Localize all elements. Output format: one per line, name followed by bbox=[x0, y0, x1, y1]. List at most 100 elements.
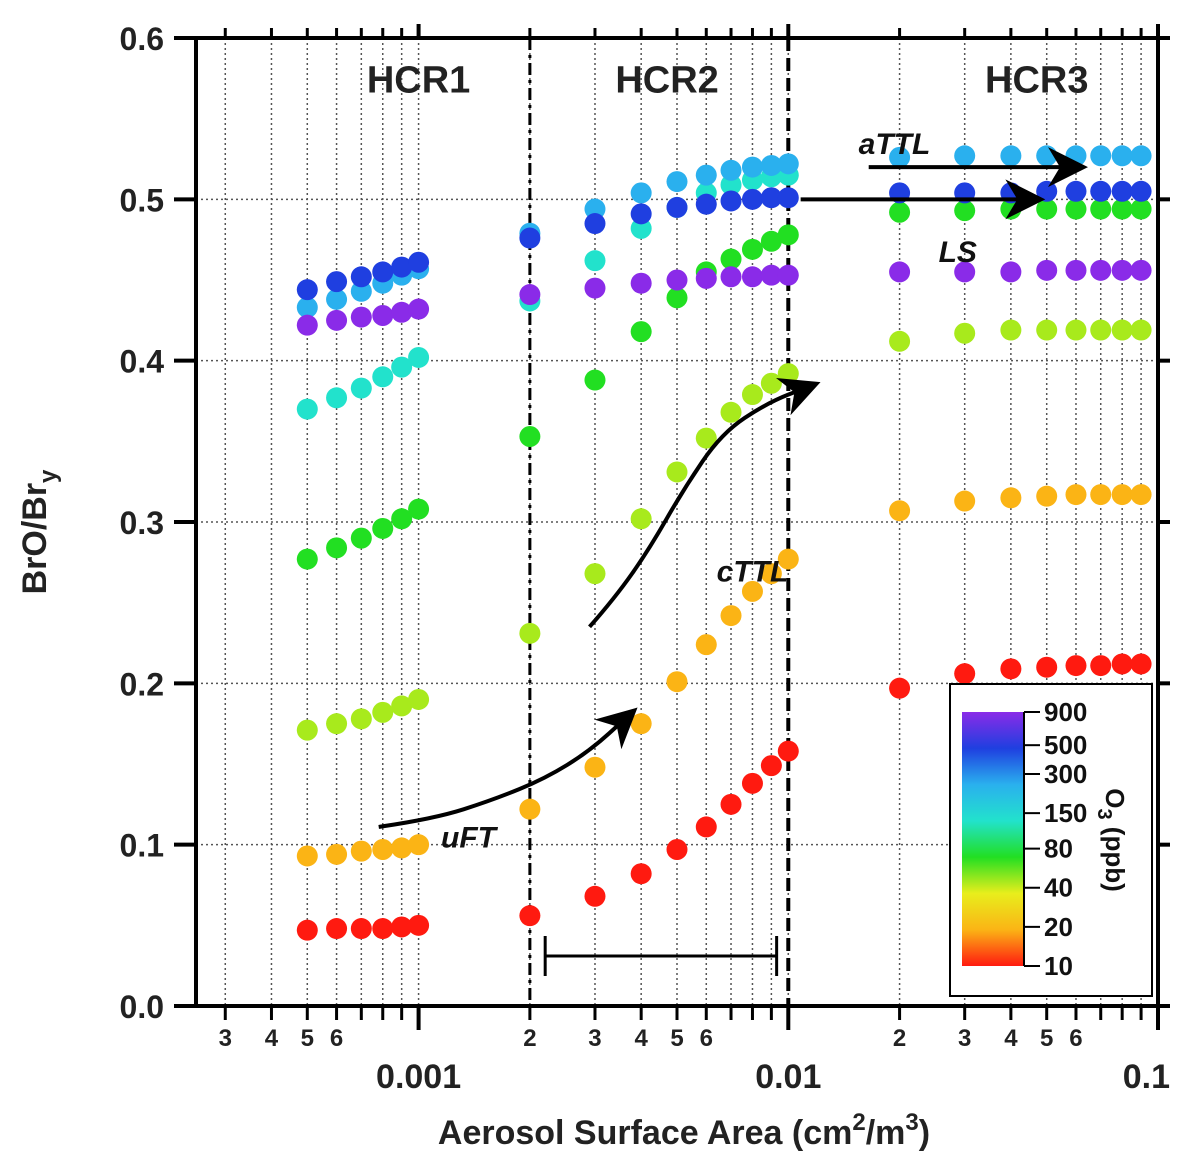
data-point-o3-10 bbox=[391, 916, 413, 938]
data-point-o3-300 bbox=[1090, 145, 1112, 167]
data-point-o3-10 bbox=[695, 816, 717, 838]
data-point-o3-40 bbox=[1130, 319, 1152, 341]
data-point-o3-40 bbox=[519, 622, 541, 644]
data-point-o3-40 bbox=[296, 719, 318, 741]
data-point-o3-80 bbox=[296, 548, 318, 570]
data-point-o3-10 bbox=[1000, 658, 1022, 680]
data-point-o3-40 bbox=[1111, 319, 1133, 341]
data-point-o3-40 bbox=[777, 363, 799, 385]
colorbar-tick-label: 20 bbox=[1044, 912, 1073, 942]
data-point-o3-20 bbox=[1065, 484, 1087, 506]
data-point-o3-80 bbox=[326, 537, 348, 559]
data-point-o3-80 bbox=[584, 369, 606, 391]
data-point-o3-300 bbox=[1000, 145, 1022, 167]
data-point-o3-40 bbox=[408, 688, 430, 710]
data-point-o3-10 bbox=[1090, 655, 1112, 677]
data-point-o3-500 bbox=[695, 193, 717, 215]
y-axis-title: BrO/Bry bbox=[16, 469, 62, 594]
data-point-o3-20 bbox=[630, 713, 652, 735]
data-point-o3-10 bbox=[954, 663, 976, 685]
data-point-o3-40 bbox=[391, 695, 413, 717]
data-point-o3-20 bbox=[372, 839, 394, 861]
data-point-o3-900 bbox=[1090, 259, 1112, 281]
data-point-o3-500 bbox=[372, 261, 394, 283]
data-point-o3-500 bbox=[777, 187, 799, 209]
data-point-o3-80 bbox=[741, 238, 763, 260]
data-point-o3-40 bbox=[630, 508, 652, 530]
x-minor-tick-label: 2 bbox=[893, 1025, 906, 1052]
colorbar-title: O3 (ppb) bbox=[1093, 788, 1130, 892]
y-tick-label: 0.4 bbox=[120, 344, 165, 380]
x-minor-tick-label: 5 bbox=[1040, 1025, 1053, 1052]
data-point-o3-80 bbox=[408, 498, 430, 520]
colorbar-tick-label: 40 bbox=[1044, 873, 1073, 903]
data-point-o3-900 bbox=[372, 304, 394, 326]
data-point-o3-40 bbox=[1065, 319, 1087, 341]
data-point-o3-80 bbox=[889, 201, 911, 223]
x-minor-tick-label: 3 bbox=[588, 1025, 601, 1052]
data-point-o3-900 bbox=[519, 284, 541, 306]
data-point-o3-80 bbox=[720, 248, 742, 270]
data-point-o3-500 bbox=[741, 188, 763, 210]
data-point-o3-20 bbox=[408, 834, 430, 856]
data-point-o3-20 bbox=[296, 845, 318, 867]
annotation-uft: uFT bbox=[441, 822, 499, 855]
data-point-o3-300 bbox=[741, 156, 763, 178]
data-point-o3-900 bbox=[1065, 259, 1087, 281]
data-point-o3-900 bbox=[391, 301, 413, 323]
data-point-o3-40 bbox=[889, 330, 911, 352]
data-point-o3-20 bbox=[695, 634, 717, 656]
data-point-o3-80 bbox=[666, 287, 688, 309]
data-point-o3-10 bbox=[720, 793, 742, 815]
data-point-o3-20 bbox=[777, 548, 799, 570]
data-point-o3-900 bbox=[296, 314, 318, 336]
data-point-o3-40 bbox=[372, 701, 394, 723]
data-point-o3-500 bbox=[666, 196, 688, 218]
data-point-o3-20 bbox=[326, 843, 348, 865]
y-tick-label: 0.5 bbox=[120, 182, 164, 218]
x-minor-tick-label: 5 bbox=[301, 1025, 314, 1052]
data-point-o3-900 bbox=[741, 266, 763, 288]
annotation-attl: aTTL bbox=[859, 128, 931, 161]
data-point-o3-900 bbox=[1000, 261, 1022, 283]
data-point-o3-10 bbox=[741, 772, 763, 794]
data-point-o3-10 bbox=[777, 740, 799, 762]
x-minor-tick-label: 6 bbox=[700, 1025, 713, 1052]
colorbar-tick-label: 150 bbox=[1044, 798, 1087, 828]
data-points bbox=[296, 145, 1152, 941]
data-point-o3-300 bbox=[777, 153, 799, 175]
data-point-o3-500 bbox=[1065, 180, 1087, 202]
region-label-hcr2: HCR2 bbox=[615, 59, 718, 101]
region-labels: HCR1 HCR2 HCR3 bbox=[367, 59, 1089, 101]
annotation-arrows bbox=[378, 147, 1088, 829]
x-minor-tick-label: 2 bbox=[523, 1025, 536, 1052]
data-point-o3-900 bbox=[1111, 259, 1133, 281]
scale-bar bbox=[543, 935, 779, 976]
x-minor-tick-label: 4 bbox=[634, 1025, 648, 1052]
data-point-o3-80 bbox=[350, 527, 372, 549]
data-point-o3-300 bbox=[889, 146, 911, 168]
data-point-o3-300 bbox=[720, 159, 742, 181]
data-point-o3-40 bbox=[350, 708, 372, 730]
data-point-o3-900 bbox=[350, 306, 372, 328]
data-point-o3-300 bbox=[1065, 145, 1087, 167]
data-point-o3-900 bbox=[666, 269, 688, 291]
y-tick-label: 0.3 bbox=[120, 505, 164, 541]
data-point-o3-150 bbox=[372, 366, 394, 388]
data-point-o3-900 bbox=[720, 266, 742, 288]
data-point-o3-150 bbox=[350, 377, 372, 399]
data-point-o3-40 bbox=[695, 427, 717, 449]
data-point-o3-300 bbox=[296, 296, 318, 318]
data-point-o3-20 bbox=[1111, 484, 1133, 506]
data-point-o3-900 bbox=[1130, 259, 1152, 281]
data-point-o3-10 bbox=[666, 839, 688, 861]
data-point-o3-40 bbox=[1090, 319, 1112, 341]
data-point-o3-20 bbox=[720, 605, 742, 627]
data-point-o3-10 bbox=[408, 914, 430, 936]
data-point-o3-10 bbox=[760, 755, 782, 777]
colorbar-tick-label: 500 bbox=[1044, 730, 1087, 760]
x-minor-tick-label: 4 bbox=[265, 1025, 279, 1052]
data-point-o3-150 bbox=[326, 387, 348, 409]
region-label-hcr1: HCR1 bbox=[367, 59, 470, 101]
